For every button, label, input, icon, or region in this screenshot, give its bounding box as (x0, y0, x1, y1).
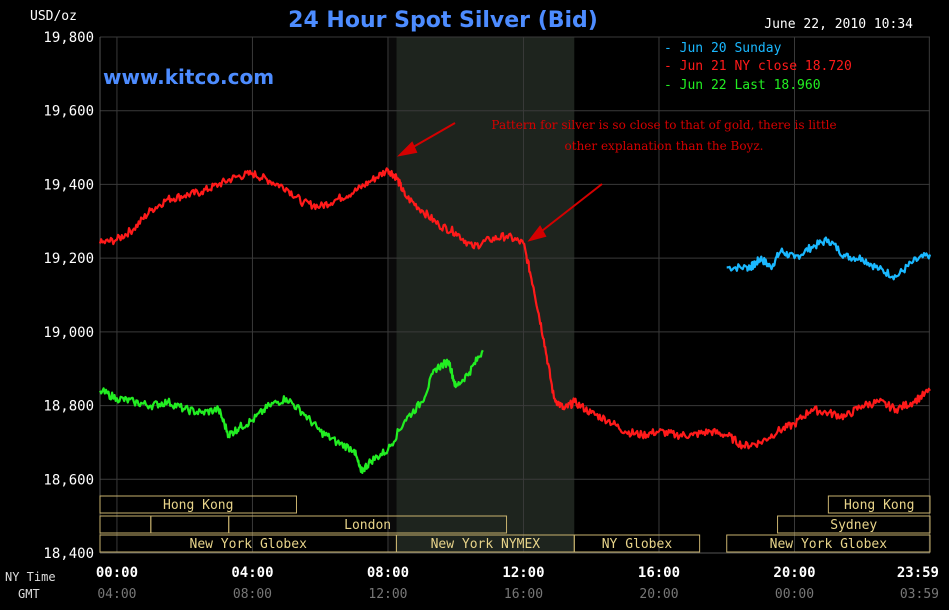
series-line-2 (99, 349, 484, 474)
session-box (777, 515, 931, 534)
y-axis-ticks: 19,800 19,600 19,400 19,200 19,000 18,800 18,6… (43, 30, 94, 562)
session-label: New York NYMEX (431, 537, 541, 552)
timestamp: June 22, 2010 10:34 (764, 17, 913, 32)
x-tick-label-gmt: 16:00 (504, 587, 543, 602)
x-tick-label-ny: 16:00 (638, 565, 680, 581)
x-tick-label-ny: 08:00 (367, 565, 409, 581)
ny-time-label: NY Time (5, 570, 56, 584)
y-tick-label: 19,200 (43, 251, 94, 267)
x-axis-ticks: 00:00 04:00 04:00 08:00 08:00 12:00 12:00 16:00… (96, 565, 939, 602)
session-label: Hong Kong (844, 498, 914, 513)
nymex-session-band (396, 37, 575, 553)
gmt-label: GMT (18, 587, 40, 601)
y-tick-label: 19,000 (43, 325, 94, 341)
series-line-1 (98, 167, 931, 450)
price-series (98, 167, 932, 474)
x-tick-label-ny: 04:00 (231, 565, 273, 581)
x-tick-label-gmt: 08:00 (233, 587, 272, 602)
chart-title: 24 Hour Spot Silver (Bid) (288, 8, 598, 33)
x-tick-label-ny: 20:00 (773, 565, 815, 581)
session-box (827, 495, 931, 514)
watermark: www.kitco.com (103, 65, 274, 89)
y-tick-label: 19,800 (43, 30, 94, 46)
legend-entry-jun21: - Jun 21 NY close 18.720 (664, 59, 852, 74)
annotation-arrow-2 (527, 183, 603, 242)
x-tick-label-gmt: 00:00 (775, 587, 814, 602)
x-tick-label-ny: 12:00 (502, 565, 544, 581)
session-box (99, 495, 297, 514)
legend-entry-jun20: - Jun 20 Sunday (664, 41, 782, 56)
x-tick-label-gmt: 20:00 (639, 587, 678, 602)
trading-sessions: Hong Kong Hong Kong London Sydney New York G… (99, 495, 931, 553)
y-tick-label: 18,600 (43, 472, 94, 488)
x-tick-label-gmt: 03:59 (900, 587, 939, 602)
y-tick-label: 18,400 (43, 546, 94, 562)
x-tick-label-ny: 00:00 (96, 565, 138, 581)
x-tick-label-ny: 23:59 (897, 565, 939, 581)
session-label: NY Globex (602, 537, 673, 552)
unit-label: USD/oz (30, 9, 77, 24)
session-label: Sydney (830, 518, 877, 533)
annotation-line-1: Pattern for silver is so close to that o… (491, 118, 836, 132)
annotation-arrow-1 (397, 122, 456, 157)
x-tick-label-gmt: 12:00 (368, 587, 407, 602)
legend-entry-jun22: - Jun 22 Last 18.960 (664, 78, 821, 93)
session-label: London (344, 518, 391, 533)
session-box (573, 534, 701, 553)
annotation-line-2: other explanation than the Boyz. (565, 139, 764, 153)
y-tick-label: 18,800 (43, 399, 94, 415)
series-line-0 (726, 236, 932, 281)
session-box (726, 534, 931, 553)
session-label: New York Globex (190, 537, 308, 552)
grid-lines (99, 36, 930, 554)
x-tick-label-gmt: 04:00 (97, 587, 136, 602)
band-edge (388, 37, 397, 553)
session-label: Hong Kong (163, 498, 233, 513)
session-box (228, 515, 508, 534)
session-label: New York Globex (770, 537, 888, 552)
y-tick-label: 19,400 (43, 177, 94, 193)
y-tick-label: 19,600 (43, 104, 94, 120)
